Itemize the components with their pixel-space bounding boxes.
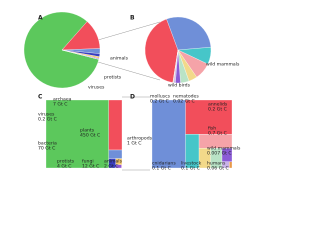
cell-name: arthropods <box>127 136 153 142</box>
cell-name: cnidarians <box>152 161 176 167</box>
pie-slice <box>61 49 100 60</box>
cell-value: 7 Gt C <box>53 102 67 108</box>
pie-slice <box>23 11 100 89</box>
cell-value: 1 Gt C <box>127 141 141 147</box>
cell <box>121 164 123 169</box>
pie-slice <box>144 18 179 83</box>
cell-value: 450 Gt C <box>80 133 100 139</box>
slice-label: wild mammals <box>206 62 240 68</box>
cell-name: wild mammals <box>207 146 241 152</box>
cell <box>229 161 233 169</box>
slice-label: wild birds <box>168 83 191 89</box>
cell-name: humans <box>207 161 226 167</box>
cell-name: annelids <box>208 102 228 108</box>
cell-value: 0.2 Gt C <box>208 107 227 113</box>
slice-label: protists <box>104 75 122 81</box>
cell <box>185 99 233 135</box>
connector <box>97 21 161 41</box>
cell-name: viruses <box>38 112 55 118</box>
cell-value: 2 Gt C <box>104 164 118 170</box>
cell-name: animals <box>104 159 123 165</box>
cell-name: livestock <box>181 161 202 167</box>
cell-value: 4 Gt C <box>57 164 71 170</box>
cell-value: 0.1 Gt C <box>152 166 171 172</box>
panel-label: A <box>38 15 43 22</box>
cell-value: 0.7 Gt C <box>208 131 227 137</box>
cell-value: 12 Gt C <box>82 164 99 170</box>
cell-value: 0.007 Gt C <box>207 151 232 157</box>
cell-name: protists <box>57 159 75 165</box>
pie-slice <box>166 16 212 51</box>
cell-value: 0.1 Gt C <box>181 166 200 172</box>
cell <box>108 149 123 159</box>
cell-value: 0.06 Gt C <box>207 166 229 172</box>
cell <box>108 99 123 151</box>
cell-value: 0.2 Gt C <box>38 117 57 123</box>
connector <box>97 61 161 81</box>
cell-name: bacteria <box>38 141 57 147</box>
slice-label: animals <box>110 56 129 62</box>
cell-name: archaea <box>53 97 72 103</box>
cell-name: plants <box>80 128 95 134</box>
panel-label: B <box>130 15 135 22</box>
panel-label: D <box>130 94 135 101</box>
panel-label: C <box>38 94 43 101</box>
cell-name: molluscs <box>150 94 171 100</box>
cell-name: nematodes <box>173 94 199 100</box>
cell-value: 0.02 Gt C <box>173 99 195 105</box>
cell-value: 0.2 Gt C <box>150 99 169 105</box>
cell-name: fungi <box>82 159 94 165</box>
cell-value: 70 Gt C <box>38 146 55 152</box>
pie-slice <box>172 49 179 83</box>
cell <box>151 99 186 169</box>
slice-label: viruses <box>88 85 105 91</box>
cell <box>45 99 109 169</box>
cell-name: fish <box>208 126 216 132</box>
